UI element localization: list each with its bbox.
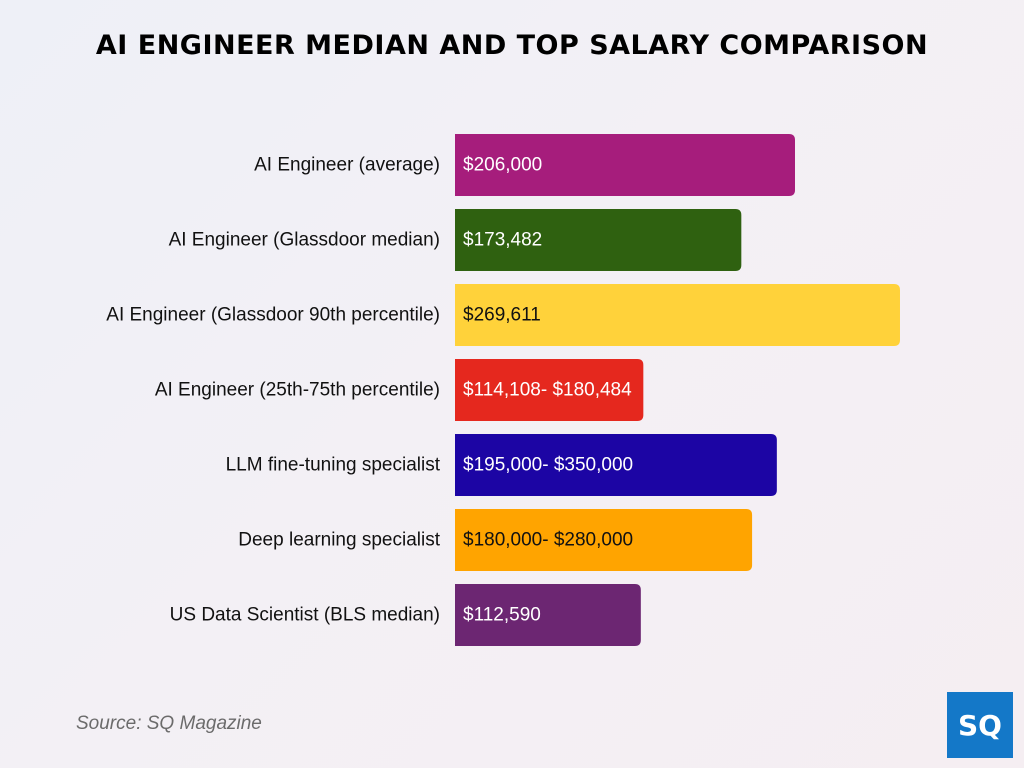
value-label: $206,000 <box>463 155 542 176</box>
category-label: AI Engineer (Glassdoor median) <box>169 230 440 251</box>
value-label: $112,590 <box>463 605 541 626</box>
bar <box>455 134 795 196</box>
category-label: Deep learning specialist <box>238 530 440 551</box>
category-label: AI Engineer (Glassdoor 90th percentile) <box>106 305 440 326</box>
value-label: $173,482 <box>463 230 542 251</box>
category-label: AI Engineer (average) <box>254 155 440 176</box>
value-label: $269,611 <box>463 305 541 326</box>
bar <box>455 359 644 421</box>
bar <box>455 209 742 271</box>
category-label: LLM fine-tuning specialist <box>226 455 441 476</box>
bar <box>455 584 641 646</box>
chart-title: AI ENGINEER MEDIAN AND TOP SALARY COMPAR… <box>95 30 929 61</box>
value-label: $180,000- $280,000 <box>463 530 633 551</box>
bar <box>455 284 900 346</box>
bar <box>455 509 753 571</box>
category-label: AI Engineer (25th-75th percentile) <box>155 380 440 401</box>
brand-logo: SQ <box>947 692 1013 758</box>
value-label: $114,108- $180,484 <box>463 380 632 401</box>
source-note: Source: SQ Magazine <box>76 713 262 734</box>
value-label: $195,000- $350,000 <box>463 455 633 476</box>
category-label: US Data Scientist (BLS median) <box>170 605 440 626</box>
bar <box>455 434 777 496</box>
